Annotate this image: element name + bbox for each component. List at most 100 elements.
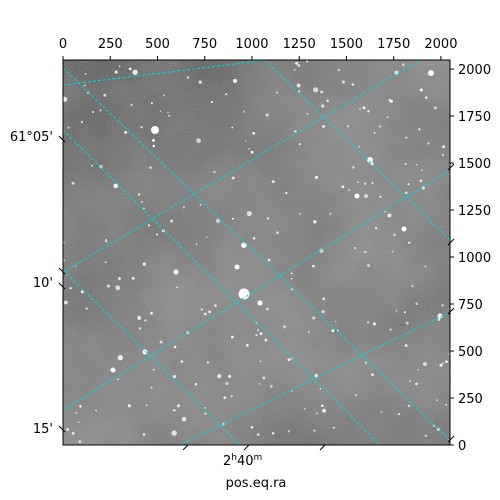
star <box>230 395 233 398</box>
star <box>285 191 288 195</box>
x-tick-label: 1750 <box>377 37 410 52</box>
star <box>128 67 132 71</box>
star <box>424 265 427 268</box>
star <box>63 96 68 102</box>
x-tick-label: 1000 <box>235 37 268 52</box>
star <box>117 378 120 381</box>
star <box>418 128 421 131</box>
star <box>170 219 174 223</box>
star <box>142 262 146 266</box>
star <box>290 288 293 291</box>
star <box>152 144 155 148</box>
star <box>362 106 366 110</box>
star <box>364 250 367 254</box>
star <box>228 374 232 378</box>
x-tick-label: 0 <box>59 37 67 52</box>
star <box>445 360 448 364</box>
star <box>259 332 263 336</box>
star <box>372 322 376 326</box>
star <box>105 238 107 241</box>
star <box>424 96 428 99</box>
star <box>171 430 177 436</box>
star <box>67 126 70 129</box>
star <box>290 278 293 280</box>
star <box>346 125 349 128</box>
star <box>241 242 247 248</box>
star <box>403 311 406 314</box>
star <box>404 162 407 166</box>
star <box>172 375 177 379</box>
y-tick-label: 500 <box>458 345 483 360</box>
star <box>332 426 336 429</box>
star <box>290 272 293 275</box>
star <box>379 195 382 199</box>
star <box>387 213 392 218</box>
star <box>204 412 207 415</box>
star <box>306 60 309 63</box>
star <box>321 310 325 314</box>
star <box>99 109 102 112</box>
star <box>140 200 144 204</box>
x-axis-title: pos.eq.ra <box>226 476 287 491</box>
star <box>196 138 201 143</box>
star <box>215 218 221 224</box>
star <box>195 243 198 245</box>
star <box>217 373 222 379</box>
star <box>287 358 291 362</box>
star <box>359 108 361 110</box>
star <box>248 147 251 150</box>
star <box>421 169 424 172</box>
star <box>250 426 254 429</box>
x-tick-label: 250 <box>98 37 123 52</box>
star <box>298 143 301 146</box>
star <box>210 100 214 104</box>
star <box>231 176 235 180</box>
star <box>371 181 374 185</box>
star <box>389 99 393 103</box>
star <box>291 390 293 392</box>
star <box>282 325 287 329</box>
star <box>79 405 82 408</box>
ra-tick <box>182 444 189 451</box>
star <box>441 304 444 307</box>
star <box>439 363 443 367</box>
star <box>152 138 155 142</box>
y-tick-label: 0 <box>458 439 466 454</box>
star <box>276 91 278 94</box>
star <box>256 328 260 332</box>
star <box>208 310 211 314</box>
star <box>442 145 445 148</box>
star <box>313 87 319 93</box>
star <box>290 357 293 360</box>
star <box>424 434 427 437</box>
star <box>367 110 370 113</box>
star <box>269 385 273 388</box>
star <box>266 307 269 311</box>
star <box>441 362 444 365</box>
star <box>118 65 121 68</box>
star <box>304 407 306 410</box>
star <box>271 180 275 184</box>
star <box>137 315 142 320</box>
bright-star <box>354 193 360 199</box>
x-tick-label: 750 <box>192 37 217 52</box>
star <box>405 191 408 195</box>
star <box>176 404 181 408</box>
star <box>293 68 296 71</box>
star <box>205 236 208 238</box>
bright-star <box>173 269 179 275</box>
star <box>427 142 430 145</box>
star <box>367 264 370 267</box>
star <box>334 320 337 323</box>
ra-tick <box>319 444 326 451</box>
star <box>393 233 396 237</box>
dec-tick <box>58 135 66 143</box>
star <box>167 111 169 114</box>
star <box>231 217 235 220</box>
star <box>405 321 409 325</box>
y-tick-label: 1500 <box>458 157 491 172</box>
star <box>161 229 165 233</box>
star <box>186 76 190 79</box>
star <box>63 259 66 262</box>
star <box>417 368 419 371</box>
